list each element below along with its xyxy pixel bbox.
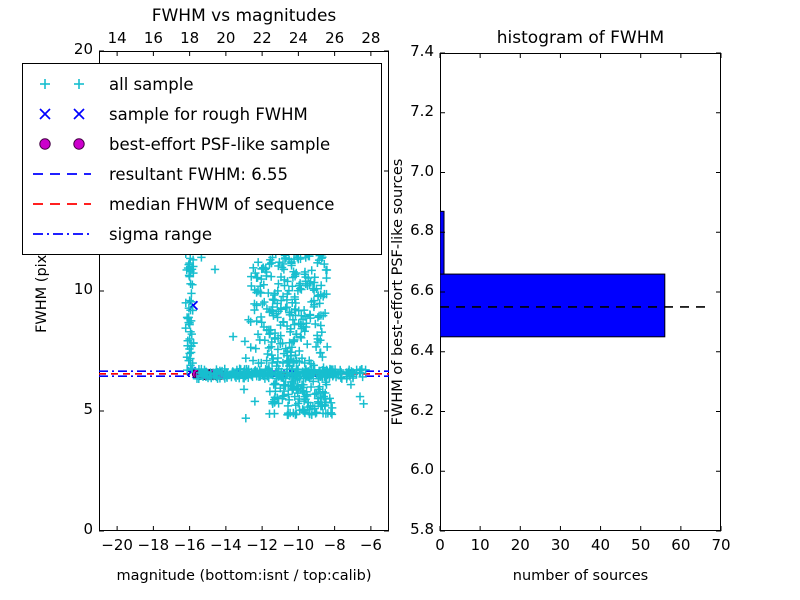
top-axis-tick-label: 18 bbox=[180, 29, 200, 47]
right-panel-y-tick-label: 7.0 bbox=[410, 161, 434, 180]
plus-marker-icon bbox=[23, 69, 109, 99]
top-axis-tick-label: 20 bbox=[216, 29, 236, 47]
legend-box: all sample sample for rough FWHM best-effo… bbox=[22, 63, 382, 255]
right-panel-y-tick-label: 6.4 bbox=[410, 340, 434, 359]
right-panel-x-tick-label: 50 bbox=[631, 536, 651, 554]
bottom-axis-tick-label: −12 bbox=[246, 536, 278, 554]
right-panel-y-tick-label: 6.8 bbox=[410, 221, 434, 240]
circle-marker-icon bbox=[23, 129, 109, 159]
right-panel-x-tick-label: 40 bbox=[591, 536, 611, 554]
bottom-axis-tick-label: −8 bbox=[323, 536, 346, 554]
bottom-axis-tick-label: −20 bbox=[101, 536, 133, 554]
legend-item: sigma range bbox=[23, 219, 381, 249]
right-panel-xlabel: number of sources bbox=[512, 568, 649, 584]
right-panel-y-tick-label: 5.8 bbox=[410, 520, 434, 538]
top-axis-tick-label: 14 bbox=[107, 29, 127, 47]
dashed-line-icon bbox=[23, 189, 109, 219]
right-panel-ylabel: FWHM of best-effort PSF-like sources bbox=[390, 158, 406, 426]
bottom-axis-tick-label: −14 bbox=[210, 536, 242, 554]
dashed-line-icon bbox=[23, 159, 109, 189]
right-panel-y-tick-label: 7.2 bbox=[410, 101, 434, 120]
right-panel-title: histogram of FWHM bbox=[496, 28, 665, 48]
left-axis-tick-label: 0 bbox=[83, 520, 93, 538]
bottom-axis-tick-label: −18 bbox=[137, 536, 170, 554]
right-panel-y-tick-label: 6.0 bbox=[410, 460, 434, 479]
legend-item: sample for rough FWHM bbox=[23, 99, 381, 129]
right-panel-y-tick-label: 7.4 bbox=[410, 42, 434, 60]
top-axis-tick-label: 26 bbox=[325, 29, 345, 47]
legend-item-label: median FHWM of sequence bbox=[109, 194, 335, 214]
legend-item-label: all sample bbox=[109, 74, 194, 94]
right-panel-x-tick-label: 10 bbox=[470, 536, 490, 554]
legend-item: resultant FWHM: 6.55 bbox=[23, 159, 381, 189]
right-panel-x-tick-label: 0 bbox=[435, 536, 445, 554]
top-axis-tick-label: 22 bbox=[252, 29, 272, 47]
right-panel-x-tick-label: 60 bbox=[671, 536, 691, 554]
right-panel-x-tick-label: 20 bbox=[510, 536, 530, 554]
bottom-axis-tick-label: −6 bbox=[359, 536, 382, 554]
left-axis-tick-label: 20 bbox=[73, 40, 93, 58]
left-axis-tick-label: 10 bbox=[73, 280, 93, 298]
top-axis-tick-label: 24 bbox=[288, 29, 308, 47]
top-axis-tick-label: 16 bbox=[143, 29, 163, 47]
left-axis-tick-label: 5 bbox=[83, 400, 93, 418]
cross-marker-icon bbox=[23, 99, 109, 129]
legend-item-label: sample for rough FWHM bbox=[109, 104, 308, 124]
left-panel-xlabel: magnitude (bottom:isnt / top:calib) bbox=[116, 568, 372, 584]
right-panel-y-tick-label: 6.6 bbox=[410, 281, 434, 299]
dashdot-line-icon bbox=[23, 219, 109, 249]
legend-item-label: resultant FWHM: 6.55 bbox=[109, 164, 288, 184]
right-panel-y-tick-label: 6.2 bbox=[410, 400, 434, 419]
top-axis-tick-label: 28 bbox=[361, 29, 381, 47]
legend-item-label: best-effort PSF-like sample bbox=[109, 134, 331, 154]
legend-item: median FHWM of sequence bbox=[23, 189, 381, 219]
right-panel-x-tick-label: 70 bbox=[711, 536, 731, 554]
bottom-axis-tick-label: −16 bbox=[173, 536, 206, 554]
right-panel-x-tick-label: 30 bbox=[550, 536, 570, 554]
left-panel-title: FWHM vs magnitudes bbox=[151, 6, 337, 26]
bottom-axis-tick-label: −10 bbox=[282, 536, 315, 554]
legend-item-label: sigma range bbox=[109, 224, 213, 244]
legend-item: all sample bbox=[23, 69, 381, 99]
legend-item: best-effort PSF-like sample bbox=[23, 129, 381, 159]
